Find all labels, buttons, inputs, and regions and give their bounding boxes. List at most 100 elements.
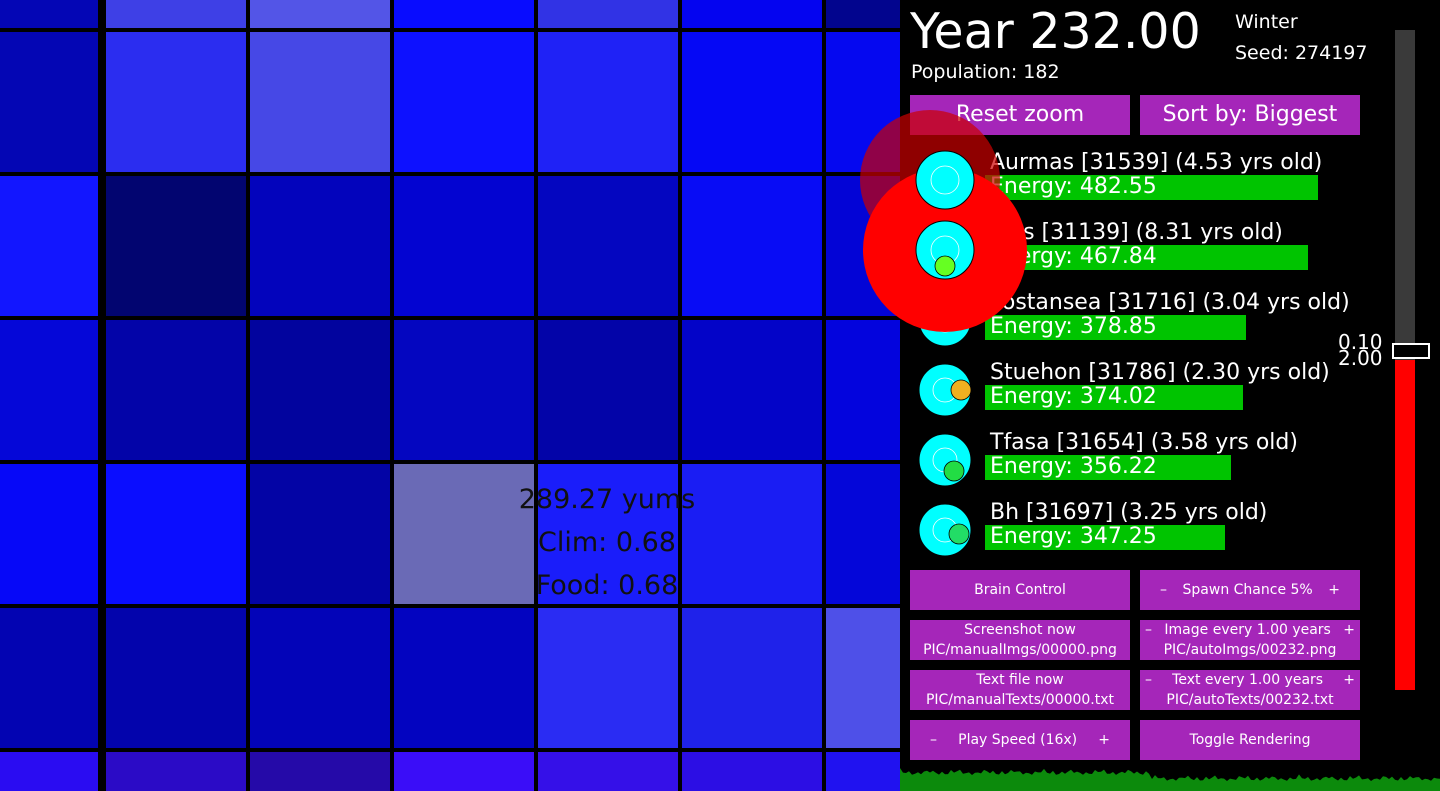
text-interval-minus-button[interactable]: – [1145,672,1152,688]
speed-minus-button[interactable]: – [930,732,937,748]
map-tile[interactable] [392,174,536,318]
year-label: Year 232.00 [910,3,1201,60]
creature-row[interactable]: Aurmas [31539] (4.53 yrs old) Energy: 48… [900,150,1380,220]
map-tile[interactable] [824,30,900,174]
map-tile[interactable] [680,0,824,30]
image-interval-plus-button[interactable]: + [1343,622,1355,638]
map-tile[interactable] [824,174,900,318]
energy-bar [985,175,1318,200]
creature-body-icon [918,363,972,417]
creature-row[interactable]: Tfasa [31654] (3.58 yrs old) Energy: 356… [900,430,1380,500]
map-tile[interactable] [104,606,248,750]
creature-body-icon [918,433,972,487]
map-tile[interactable] [104,462,248,606]
spawn-plus-button[interactable]: + [1328,582,1340,598]
creature-row[interactable]: Bh [31697] (3.25 yrs old) Energy: 347.25 [900,500,1380,570]
creature-row[interactable]: Fostansea [31716] (3.04 yrs old) Energy:… [900,290,1380,360]
temperature-slider-handle[interactable] [1392,343,1430,359]
map-tile[interactable] [536,30,680,174]
energy-bar [985,455,1231,480]
map-tile[interactable] [680,30,824,174]
world-map[interactable]: 289.27 yums Clim: 0.68 Food: 0.68 [0,0,900,791]
map-tile[interactable] [392,750,536,791]
map-tile[interactable] [824,462,900,606]
text-file-now-button[interactable]: Text file now PIC/manualTexts/00000.txt [910,670,1130,710]
map-tile[interactable] [104,750,248,791]
map-tile[interactable] [392,462,536,606]
map-tile[interactable] [536,462,680,606]
brain-control-button[interactable]: Brain Control [910,570,1130,610]
map-tile[interactable] [248,318,392,462]
creature-name: Tfasa [31654] (3.58 yrs old) [990,430,1298,455]
creature-body-icon [918,503,972,557]
temperature-slider-fill [1395,360,1415,690]
image-auto-path: PIC/autoImgs/00232.png [1163,642,1337,658]
toggle-rendering-button[interactable]: Toggle Rendering [1140,720,1360,760]
sort-by-button[interactable]: Sort by: Biggest [1140,95,1360,135]
screenshot-now-label: Screenshot now [964,622,1076,638]
map-tile[interactable] [824,606,900,750]
creature-body-icon [918,293,972,347]
image-interval-label: Image every 1.00 years [1164,622,1331,638]
map-tile[interactable] [0,174,100,318]
map-tile[interactable] [536,606,680,750]
tile-food: Food: 0.68 [535,570,679,601]
map-tile[interactable] [824,0,900,30]
map-tile[interactable] [248,0,392,30]
tile-yums: 289.27 yums [518,484,696,515]
map-tile[interactable] [680,174,824,318]
map-tile[interactable] [104,30,248,174]
info-panel: Year 232.00 Population: 182 Winter Seed:… [900,0,1440,791]
season-label: Winter [1235,11,1298,33]
map-tile[interactable] [824,318,900,462]
map-tile[interactable] [392,606,536,750]
play-speed-label: Play Speed (16x) [958,732,1078,748]
reset-zoom-button[interactable]: Reset zoom [910,95,1130,135]
text-file-path: PIC/manualTexts/00000.txt [925,692,1115,708]
image-interval-minus-button[interactable]: – [1145,622,1152,638]
map-tile[interactable] [0,750,100,791]
speed-plus-button[interactable]: + [1098,732,1110,748]
creature-row[interactable]: Stuehon [31786] (2.30 yrs old) Energy: 3… [900,360,1380,430]
spawn-minus-button[interactable]: – [1160,582,1167,598]
energy-bar [985,525,1225,550]
map-tile[interactable] [536,318,680,462]
map-tile[interactable] [0,318,100,462]
map-tile[interactable] [392,318,536,462]
seed-label: Seed: 274197 [1235,42,1368,64]
map-tile[interactable] [680,750,824,791]
energy-bar [985,245,1308,270]
screenshot-now-button[interactable]: Screenshot now PIC/manualImgs/00000.png [910,620,1130,660]
map-tile[interactable] [248,606,392,750]
map-tile[interactable] [536,174,680,318]
map-tile[interactable] [248,30,392,174]
text-file-now-label: Text file now [976,672,1064,688]
map-tile[interactable] [248,174,392,318]
map-tile[interactable] [392,0,536,30]
map-tile[interactable] [0,0,100,30]
play-speed-control: – Play Speed (16x) + [910,720,1130,760]
map-tile[interactable] [680,606,824,750]
map-tile[interactable] [104,0,248,30]
creature-row[interactable]: Fros [31139] (8.31 yrs old) Energy: 467.… [900,220,1380,290]
map-tile[interactable] [0,606,100,750]
map-tile[interactable] [536,750,680,791]
map-tile[interactable] [248,462,392,606]
map-tile[interactable] [824,750,900,791]
map-tile[interactable] [104,174,248,318]
map-tile[interactable] [0,30,100,174]
slider-label-bottom: 2.00 [1338,346,1383,370]
map-tile[interactable] [536,0,680,30]
map-tile[interactable] [0,462,100,606]
map-tile[interactable] [680,462,824,606]
creature-name: Fros [31139] (8.31 yrs old) [990,220,1283,245]
text-interval-label: Text every 1.00 years [1172,672,1324,688]
text-interval-plus-button[interactable]: + [1343,672,1355,688]
map-tile[interactable] [392,30,536,174]
map-tile[interactable] [248,750,392,791]
creature-name: Fostansea [31716] (3.04 yrs old) [990,290,1350,315]
map-tile[interactable] [680,318,824,462]
spawn-chance-control: – Spawn Chance 5% + [1140,570,1360,610]
map-tile[interactable] [104,318,248,462]
tile-info: 289.27 yums Clim: 0.68 Food: 0.68 [392,478,822,607]
